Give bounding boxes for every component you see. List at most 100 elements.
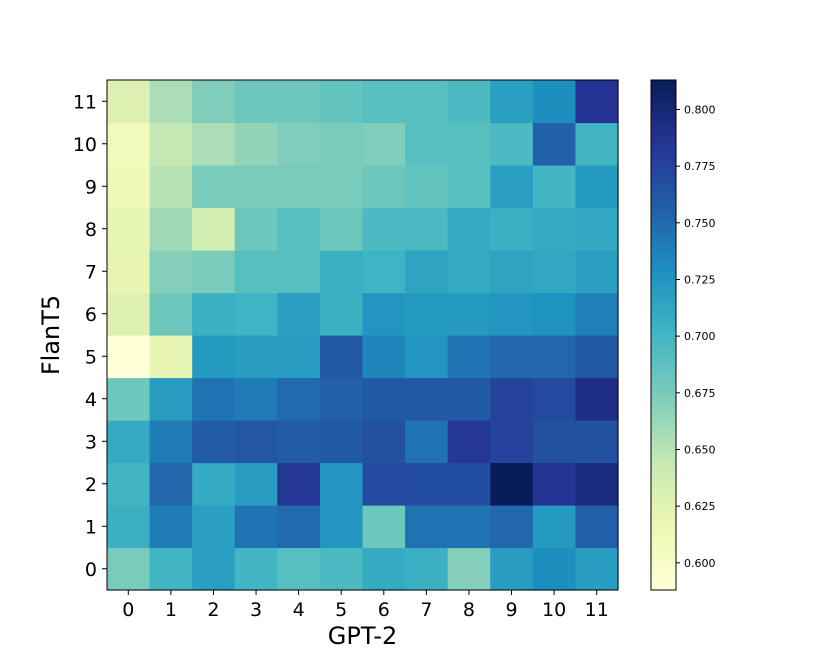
- heatmap-cell: [490, 165, 534, 209]
- heatmap-cell: [490, 462, 534, 506]
- heatmap-cell: [532, 377, 577, 421]
- heatmap-cell: [532, 80, 577, 124]
- heatmap-cell: [107, 420, 151, 464]
- heatmap-cell: [277, 462, 321, 506]
- heatmap-cell: [490, 122, 534, 166]
- heatmap-cell: [405, 250, 449, 294]
- heatmap-cell: [362, 292, 406, 336]
- plot-frame: [106, 79, 619, 591]
- heatmap-cell: [234, 207, 278, 251]
- colorbar-tick-label: 0.650: [684, 443, 716, 456]
- heatmap-cell: [234, 547, 278, 591]
- heatmap-cell: [490, 250, 534, 294]
- y-tick-label: 5: [85, 346, 97, 368]
- heatmap-cell: [532, 250, 577, 294]
- heatmap-cell: [149, 462, 193, 506]
- colorbar-tick-label: 0.775: [684, 160, 716, 173]
- heatmap-cell: [149, 122, 193, 166]
- heatmap-cell: [575, 80, 619, 124]
- colorbar-tick-label: 0.600: [684, 557, 716, 570]
- heatmap-cell: [490, 505, 534, 549]
- heatmap-cell: [149, 505, 193, 549]
- heatmap-cell: [405, 80, 449, 124]
- heatmap-cell: [319, 122, 364, 166]
- x-axis-ticks: 0 1 2 3 4 5 6 7 8 9 10 11: [122, 590, 609, 621]
- heatmap-cell: [192, 462, 236, 506]
- heatmap-cell: [405, 547, 449, 591]
- y-tick-label: 1: [85, 516, 97, 538]
- heatmap-cell: [319, 207, 364, 251]
- heatmap-cell: [405, 420, 449, 464]
- heatmap-cell: [277, 122, 321, 166]
- heatmap-cell: [405, 165, 449, 209]
- x-tick-label: 9: [505, 599, 517, 621]
- heatmap-cell: [192, 505, 236, 549]
- heatmap-cell: [405, 292, 449, 336]
- y-axis-label: FlanT5: [37, 295, 65, 375]
- heatmap-cell: [192, 292, 236, 336]
- heatmap-cell: [405, 462, 449, 506]
- heatmap-cell: [319, 377, 364, 421]
- heatmap-cell: [575, 122, 619, 166]
- heatmap-cell: [490, 547, 534, 591]
- heatmap-cell: [447, 292, 491, 336]
- heatmap-cell: [362, 80, 406, 124]
- heatmap-cells: [107, 80, 619, 591]
- heatmap-cell: [192, 250, 236, 294]
- heatmap-cell: [575, 377, 619, 421]
- x-tick-label: 7: [420, 599, 432, 621]
- heatmap-cell: [532, 122, 577, 166]
- heatmap-cell: [575, 462, 619, 506]
- heatmap-cell: [277, 547, 321, 591]
- heatmap-cell: [234, 165, 278, 209]
- heatmap-cell: [532, 335, 577, 379]
- heatmap-cell: [319, 547, 364, 591]
- heatmap-cell: [234, 420, 278, 464]
- heatmap-cell: [149, 335, 193, 379]
- colorbar-tick-label: 0.725: [684, 273, 716, 286]
- y-tick-label: 8: [85, 219, 97, 241]
- heatmap-cell: [405, 207, 449, 251]
- colorbar-tick-label: 0.675: [684, 387, 716, 400]
- heatmap-cell: [149, 80, 193, 124]
- heatmap-cell: [447, 207, 491, 251]
- x-tick-label: 10: [542, 599, 566, 621]
- heatmap-cell: [277, 207, 321, 251]
- x-tick-label: 5: [335, 599, 347, 621]
- y-tick-label: 4: [85, 389, 97, 411]
- heatmap-cell: [319, 292, 364, 336]
- heatmap-cell: [575, 207, 619, 251]
- heatmap-cell: [107, 250, 151, 294]
- heatmap-cell: [575, 250, 619, 294]
- colorbar-tick-label: 0.625: [684, 500, 716, 513]
- heatmap-cell: [447, 80, 491, 124]
- heatmap-cell: [234, 292, 278, 336]
- heatmap-cell: [405, 377, 449, 421]
- heatmap-cell: [575, 420, 619, 464]
- heatmap-cell: [490, 335, 534, 379]
- heatmap-cell: [192, 547, 236, 591]
- heatmap-cell: [234, 335, 278, 379]
- x-tick-label: 1: [165, 599, 177, 621]
- heatmap-cell: [575, 165, 619, 209]
- heatmap-cell: [149, 165, 193, 209]
- heatmap-cell: [277, 377, 321, 421]
- heatmap-cell: [319, 462, 364, 506]
- heatmap-cell: [405, 505, 449, 549]
- heatmap-cell: [490, 377, 534, 421]
- heatmap-cell: [532, 547, 577, 591]
- colorbar-ticks: 0.600 0.625 0.650 0.675 0.700 0.725 0.750 0.775…: [676, 103, 716, 570]
- heatmap-cell: [362, 505, 406, 549]
- heatmap-cell: [362, 420, 406, 464]
- heatmap-cell: [192, 207, 236, 251]
- heatmap-cell: [192, 377, 236, 421]
- heatmap-cell: [107, 292, 151, 336]
- heatmap-cell: [107, 122, 151, 166]
- heatmap-cell: [447, 505, 491, 549]
- heatmap-cell: [362, 250, 406, 294]
- heatmap-cell: [277, 250, 321, 294]
- y-axis-ticks: 0 1 2 3 4 5 6 7 8 9 10 11: [73, 91, 107, 581]
- heatmap-cell: [234, 80, 278, 124]
- y-tick-label: 2: [85, 474, 97, 496]
- x-tick-label: 3: [250, 599, 262, 621]
